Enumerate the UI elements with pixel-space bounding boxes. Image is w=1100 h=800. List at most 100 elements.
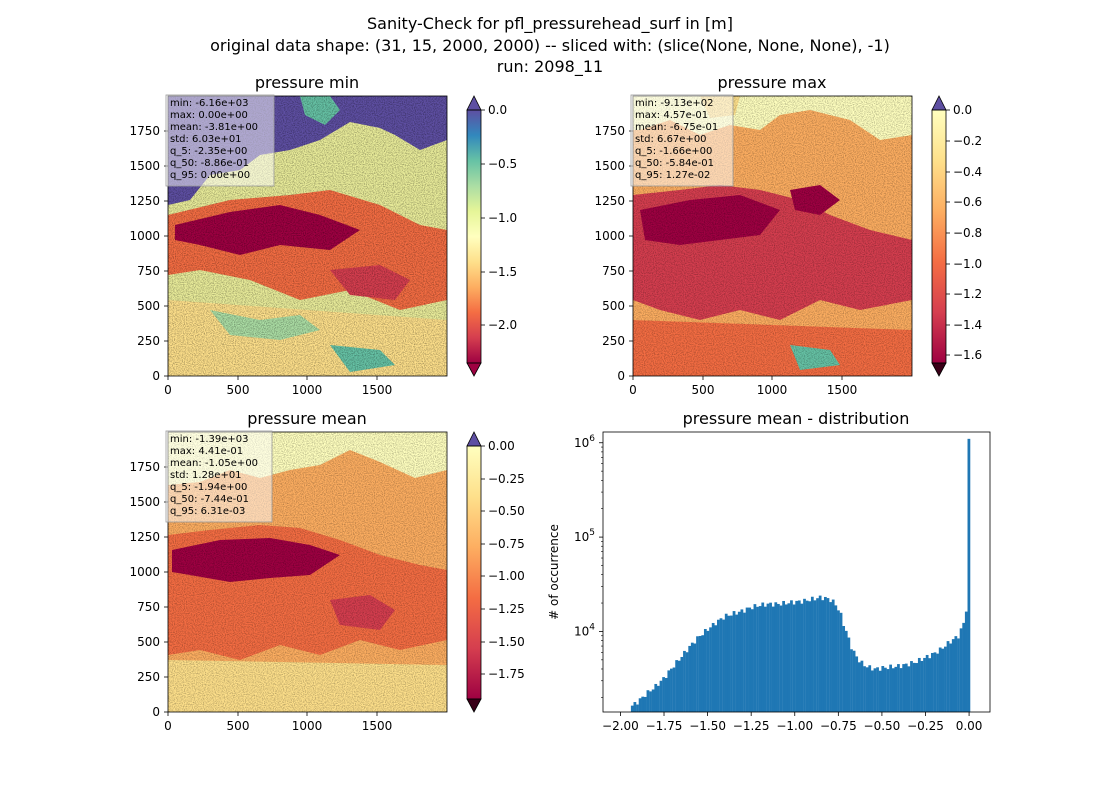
histogram-bar	[852, 650, 856, 712]
x-tick-label: 1000	[292, 383, 323, 397]
x-tick-label: 1000	[292, 719, 323, 733]
histogram-bar	[912, 662, 916, 712]
x-axis: −2.00 −1.75 −1.50 −1.25 −1.00 −0.75 −0.50 −0.25…	[602, 712, 982, 733]
y-tick-label: 1750	[129, 124, 160, 138]
histogram-bar	[777, 603, 780, 712]
colorbar-tick-label: −0.4	[953, 165, 982, 179]
x-tick-label: −0.25	[907, 719, 944, 733]
histogram-bar	[834, 605, 838, 712]
x-tick-label: 500	[227, 383, 250, 397]
x-tick-label: −0.75	[820, 719, 857, 733]
stats-line: mean: -3.81e+00	[170, 122, 258, 133]
histogram-bar	[782, 600, 785, 712]
histogram-bar	[904, 663, 908, 712]
colorbar-tick-label: −0.8	[953, 226, 982, 240]
histogram-bar	[792, 604, 796, 712]
colorbar-tick-label: −1.6	[953, 348, 982, 362]
histogram-bar	[766, 603, 770, 712]
histogram-bar	[641, 696, 645, 712]
histogram-bar	[907, 666, 911, 712]
stats-line: min: -6.16e+03	[170, 98, 249, 109]
histogram-bar	[959, 628, 963, 712]
stats-box: min: -9.13e+02 max: 4.57e-01 mean: -6.75…	[630, 94, 734, 187]
x-tick-label: 1000	[757, 383, 788, 397]
x-tick-label: 0.00	[956, 719, 983, 733]
y-tick-label: 104	[574, 622, 595, 638]
histogram-bar	[748, 607, 752, 712]
x-tick-label: 0	[164, 383, 172, 397]
suptitle-line-1: Sanity-Check for pfl_pressurehead_surf i…	[367, 14, 733, 34]
histogram-bar	[735, 614, 739, 712]
histogram-bar	[724, 613, 728, 712]
colorbar-tick-label: −1.00	[488, 569, 525, 583]
histogram-bar	[643, 696, 647, 712]
histogram-bar	[740, 609, 744, 712]
y-tick-label: 500	[602, 299, 625, 313]
histogram-bar	[805, 600, 809, 712]
histogram-bar	[920, 660, 924, 712]
colorbar-tick-label: −1.25	[488, 602, 525, 616]
colorbar-tick-label: −0.25	[488, 472, 525, 486]
y-tick-label: 0	[617, 369, 625, 383]
histogram-bar	[847, 637, 851, 712]
histogram-bar	[868, 665, 872, 712]
histogram-bar	[696, 636, 699, 712]
y-axis: 0 250 500 750 1000 1250 1500 1750	[129, 460, 168, 719]
x-tick-label: 1500	[362, 719, 393, 733]
stats-line: q_95: 1.27e-02	[635, 170, 710, 181]
colorbar-tick-label: −0.75	[488, 537, 525, 551]
histogram-bar	[878, 670, 882, 712]
histogram-bar	[857, 662, 861, 712]
histogram-bar	[693, 643, 697, 712]
colorbar-tick-label: −0.6	[953, 195, 982, 209]
colorbar-tick-label: −1.4	[953, 318, 982, 332]
stats-line: q_50: -8.86e-01	[170, 158, 249, 169]
histogram-bar	[855, 656, 859, 712]
histogram-bar	[889, 664, 892, 712]
stats-line: q_50: -7.44e-01	[170, 494, 249, 505]
y-tick-label: 1500	[129, 495, 160, 509]
histogram-bar	[636, 704, 639, 712]
plot-frame	[602, 431, 991, 713]
x-tick-label: −0.50	[864, 719, 901, 733]
histogram-bar	[949, 643, 953, 712]
panel-distribution: pressure mean - distribution −2.00 −1.75−…	[547, 409, 991, 733]
y-tick-label: 1500	[594, 159, 625, 173]
y-tick-label: 250	[137, 334, 160, 348]
histogram-bar	[646, 690, 650, 712]
histogram-bar	[745, 607, 749, 712]
stats-line: max: 4.41e-01	[170, 446, 243, 457]
histogram-bar	[954, 636, 958, 712]
y-tick-label: 0	[152, 369, 160, 383]
histogram-bar	[743, 612, 746, 712]
histogram-bar	[897, 664, 900, 712]
histogram-bar	[923, 657, 926, 712]
histogram-bar	[962, 622, 966, 712]
histogram-bar	[675, 660, 679, 712]
y-tick-label: 1250	[129, 530, 160, 544]
histogram-bar	[727, 615, 731, 712]
x-tick-label: 500	[692, 383, 715, 397]
histogram-bar	[800, 603, 804, 712]
colorbar-tick-label: −0.2	[953, 134, 982, 148]
histogram-bar	[946, 641, 950, 712]
histogram-bar	[750, 609, 754, 712]
histogram-bar	[850, 649, 853, 712]
histogram-bar	[967, 438, 971, 712]
histogram-bar	[837, 610, 840, 712]
histogram-bar	[771, 606, 775, 712]
histogram-bar	[688, 645, 692, 712]
panel-title: pressure min	[255, 73, 359, 92]
colorbar-tick-label: 0.0	[488, 103, 507, 117]
stats-line: min: -1.39e+03	[170, 434, 249, 445]
panel-pressure-mean: pressure mean 0 250 500 750 1000 1250 1	[129, 409, 524, 733]
histogram-bar	[719, 618, 723, 712]
stats-box: min: -1.39e+03 max: 4.41e-01 mean: -1.05…	[165, 430, 273, 523]
y-tick-label: 105	[574, 528, 595, 544]
histogram-bar	[698, 635, 702, 712]
histogram-bar	[662, 677, 665, 712]
suptitle-line-3: run: 2098_11	[497, 57, 603, 77]
histogram-bar	[758, 606, 762, 712]
stats-line: mean: -6.75e-01	[635, 122, 718, 133]
panel-pressure-min: pressure min 0 250 500 750 100	[129, 73, 517, 397]
